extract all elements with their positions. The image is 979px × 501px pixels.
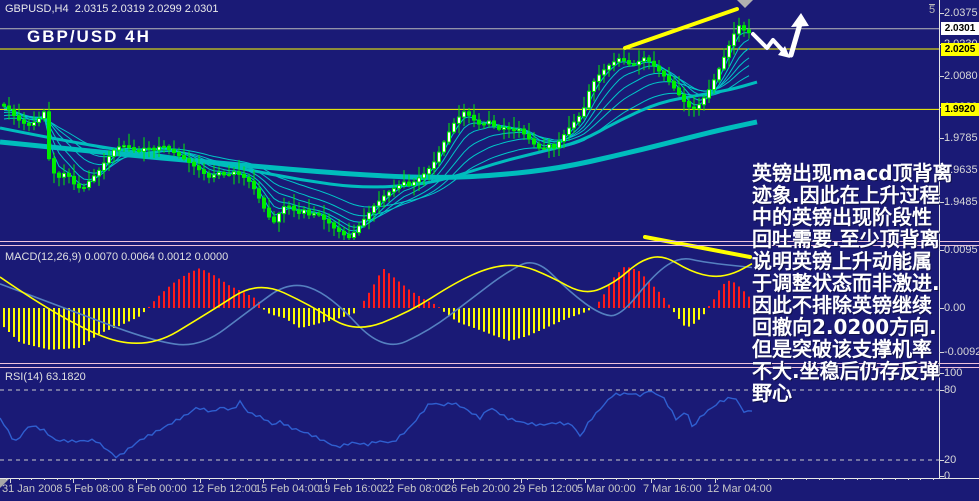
annotation-line: 迹象.因此在上升过程 [752, 183, 940, 207]
annotation-line: 回撤向2.0200方向. [752, 315, 937, 339]
trendline-macd[interactable] [643, 235, 752, 259]
slow-ma-lines[interactable] [0, 80, 758, 189]
candlesticks[interactable] [2, 17, 751, 243]
annotation-line: 但是突破该支撑机率 [752, 337, 932, 361]
trendline-main[interactable] [623, 7, 739, 50]
current-price-label: 2.0301 [941, 22, 979, 35]
rsi-indicator-label: RSI(14) 63.1820 [5, 371, 86, 383]
macd-main-line [0, 256, 753, 344]
panel-separator-rsi[interactable] [0, 363, 979, 368]
symbol-period-label: GBPUSD,H4 [5, 3, 69, 15]
axis-scroll-marker[interactable]: 5 [929, 4, 936, 16]
annotation-line: 不大.坐稳后仍存反弹 [752, 359, 940, 383]
rsi-line [0, 390, 753, 459]
chart-shift-marker-icon[interactable] [737, 0, 753, 8]
macd-histogram [3, 267, 750, 350]
macd-signal-line [0, 258, 753, 346]
annotation-line: 因此不排除英镑继续 [752, 293, 932, 317]
chart-watermark-label: GBP/USD 4H [27, 27, 151, 46]
annotation-line: 说明英镑上升动能属 [752, 249, 932, 273]
annotation-line: 回吐需要.至少顶背离 [752, 227, 940, 251]
annotation-line: 野心 [752, 381, 792, 405]
time-scroll-marker-icon[interactable] [0, 478, 10, 488]
resistance-price-label: 2.0205 [941, 43, 979, 56]
horizontal-level-lines[interactable] [0, 28, 939, 110]
annotation-text[interactable]: 英镑出现macd顶背离 迹象.因此在上升过程 中的英镑出现阶段性 回吐需要.至少顶背离… [752, 162, 979, 404]
annotation-line: 中的英镑出现阶段性 [752, 205, 932, 229]
chart-title-bar: GBPUSD,H4 2.0315 2.0319 2.0299 2.0301 [5, 3, 218, 15]
panel-separator-macd[interactable] [0, 241, 979, 246]
up-arrow[interactable] [788, 13, 809, 58]
quote-values: 2.0315 2.0319 2.0299 2.0301 [74, 3, 219, 15]
annotation-line: 于调整状态而非激进. [752, 271, 940, 295]
zigzag-arrow[interactable] [751, 32, 790, 58]
annotation-line: 英镑出现macd顶背离 [752, 161, 953, 185]
support-price-label: 1.9920 [941, 103, 979, 116]
macd-indicator-label: MACD(12,26,9) 0.0070 0.0064 0.0012 0.000… [5, 251, 229, 263]
